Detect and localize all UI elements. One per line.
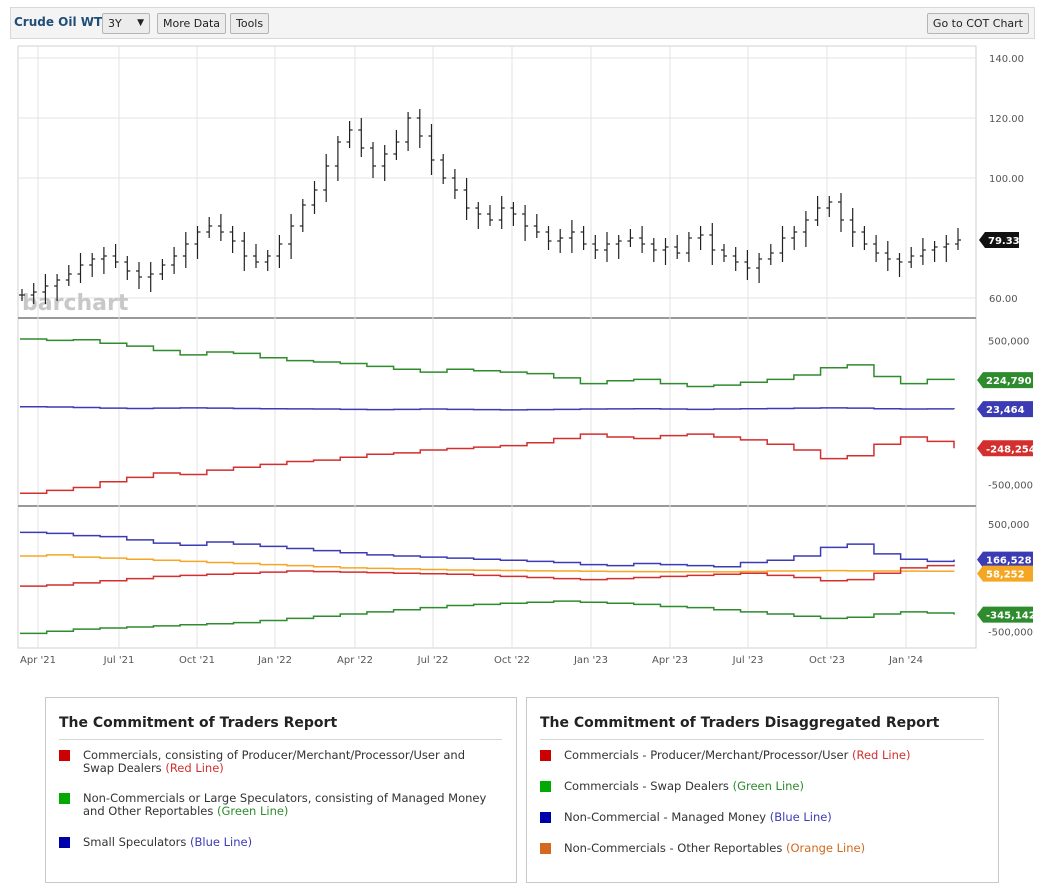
divider (59, 739, 502, 740)
series-line-green (20, 338, 955, 388)
go-to-cot-chart-button[interactable]: Go to COT Chart (926, 13, 1029, 34)
tools-button[interactable]: Tools (230, 13, 270, 34)
legend-text: Non-Commercial - Managed Money (Blue Lin… (540, 811, 970, 824)
x-tick-label: Jan '22 (257, 655, 292, 666)
series-line-orange (20, 554, 955, 573)
legend-description: Non-Commercials or Large Speculators, co… (83, 791, 487, 818)
last-value-label-red: -248,254 (986, 444, 1036, 455)
legend-text: Commercials - Swap Dealers (Green Line) (540, 780, 970, 793)
divider (540, 739, 984, 740)
x-tick-label: Apr '22 (337, 655, 373, 666)
legend-text: Commercials - Producer/Merchant/Processo… (540, 749, 970, 762)
y-tick-label: 500,000 (988, 336, 1029, 347)
legend-item: Small Speculators (Blue Line) (59, 836, 499, 849)
legend-line-color: (Red Line) (165, 761, 224, 775)
x-tick-label: Jul '23 (732, 655, 764, 666)
last-value-label-green: 224,790 (986, 376, 1032, 387)
legend-item: Commercials - Producer/Merchant/Processo… (540, 749, 970, 762)
x-tick-label: Oct '21 (179, 655, 215, 666)
last-value-badge-green (977, 606, 1033, 623)
x-tick-label: Jan '23 (573, 655, 608, 666)
legend-swatch (540, 750, 551, 761)
legend-item: Non-Commercials or Large Speculators, co… (59, 792, 499, 818)
last-value-badge-blue (977, 551, 1033, 568)
x-tick-label: Jul '21 (103, 655, 135, 666)
last-value-badge-orange (977, 565, 1033, 582)
legend-text: Small Speculators (Blue Line) (59, 836, 499, 849)
legend-text: Non-Commercials or Large Speculators, co… (59, 792, 499, 818)
last-value-badge-red (977, 440, 1033, 457)
cot-report-title: The Commitment of Traders Report (59, 715, 338, 731)
x-tick-label: Apr '21 (20, 655, 56, 666)
legend-item: Non-Commercial - Managed Money (Blue Lin… (540, 811, 970, 824)
legend-line-color: (Red Line) (852, 748, 911, 762)
barchart-watermark: barchart (22, 291, 129, 316)
last-value-label-orange: 58,252 (986, 570, 1025, 581)
legend-description: Non-Commercials - Other Reportables (564, 841, 787, 855)
cot-disaggregated-legend: The Commitment of Traders Disaggregated … (526, 697, 999, 883)
legend-line-color: (Blue Line) (190, 835, 253, 849)
series-line-green (20, 600, 955, 635)
chevron-down-icon: ▼ (137, 18, 144, 28)
period-select[interactable]: 3Y ▼ (102, 13, 150, 34)
series-line-red (20, 433, 955, 494)
last-value-badge-green (977, 372, 1033, 389)
legend-description: Commercials, consisting of Producer/Merc… (83, 748, 465, 775)
y-tick-label: 120.00 (989, 114, 1024, 125)
series-line-red (20, 564, 955, 587)
legend-swatch (59, 750, 70, 761)
legend-line-color: (Blue Line) (769, 810, 832, 824)
x-tick-label: Apr '23 (652, 655, 688, 666)
cot-report-legend: The Commitment of Traders Report Commerc… (45, 697, 517, 883)
legend-swatch (59, 837, 70, 848)
legend-item: Non-Commercials - Other Reportables (Ora… (540, 842, 970, 855)
legend-line-color: (Green Line) (217, 804, 289, 818)
legend-description: Small Speculators (83, 835, 191, 849)
last-value-label-green: -345,142 (986, 611, 1036, 622)
y-tick-label: 60.00 (989, 294, 1018, 305)
legend-description: Non-Commercial - Managed Money (564, 810, 770, 824)
last-value-badge-blue (977, 401, 1033, 418)
y-tick-label: -500,000 (988, 481, 1033, 492)
last-price-label: 79.33 (988, 236, 1020, 247)
y-tick-label: 140.00 (989, 54, 1024, 65)
legend-item: Commercials - Swap Dealers (Green Line) (540, 780, 970, 793)
last-price-badge (979, 232, 1019, 249)
chart-toolbar: Crude Oil WTI 3Y ▼ More Data Tools Go to… (10, 7, 1035, 39)
legend-swatch (540, 781, 551, 792)
y-tick-label: 500,000 (988, 520, 1029, 531)
legend-description: Commercials - Swap Dealers (564, 779, 733, 793)
y-tick-label: 100.00 (989, 174, 1024, 185)
y-tick-label: -500,000 (988, 627, 1033, 638)
more-data-button[interactable]: More Data (157, 13, 227, 34)
symbol-name[interactable]: Crude Oil WTI (14, 15, 107, 29)
chart-area: Apr '21 Jul '21 Oct '21 Jan '22 Apr '22 Jul '… (0, 40, 1051, 670)
x-tick-label: Oct '22 (494, 655, 530, 666)
series-line-blue (20, 531, 955, 568)
legend-line-color: (Orange Line) (786, 841, 866, 855)
legend-text: Commercials, consisting of Producer/Merc… (59, 749, 499, 775)
chart-svg: Apr '21 Jul '21 Oct '21 Jan '22 Apr '22 Jul '… (17, 45, 1036, 666)
last-value-label-blue: 23,464 (986, 405, 1025, 416)
plot-frame (17, 45, 977, 649)
legend-line-color: (Green Line) (732, 779, 804, 793)
legend-item: Commercials, consisting of Producer/Merc… (59, 749, 499, 775)
legend-swatch (540, 843, 551, 854)
legend-swatch (540, 812, 551, 823)
cot-disaggregated-title: The Commitment of Traders Disaggregated … (540, 715, 940, 731)
legend-swatch (59, 793, 70, 804)
x-tick-label: Jan '24 (888, 655, 923, 666)
series-line-blue (20, 405, 955, 411)
x-tick-label: Jul '22 (417, 655, 449, 666)
legend-description: Commercials - Producer/Merchant/Processo… (564, 748, 852, 762)
legend-text: Non-Commercials - Other Reportables (Ora… (540, 842, 970, 855)
x-tick-label: Oct '23 (809, 655, 845, 666)
period-value: 3Y (108, 17, 122, 30)
last-value-label-blue: 166,528 (986, 556, 1032, 567)
